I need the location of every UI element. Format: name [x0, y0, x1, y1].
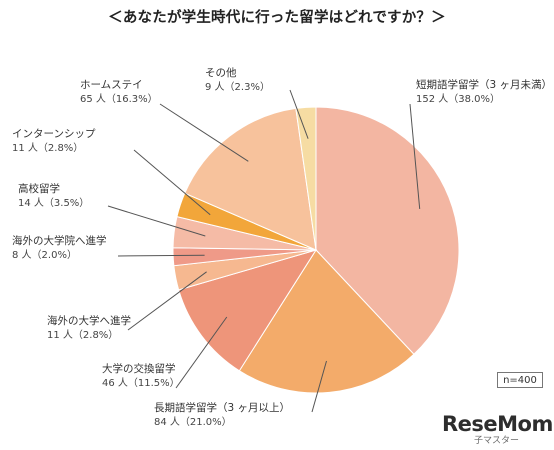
leader-lines — [107, 89, 421, 413]
slice-label-1: 長期語学留学（3 ヶ月以上） — [154, 401, 290, 414]
leader-line-3 — [127, 271, 207, 331]
leader-line-2 — [175, 316, 228, 389]
slice-value-6: 11 人（2.8%） — [12, 142, 83, 154]
slice-value-2: 46 人（11.5%） — [102, 377, 180, 389]
slice-value-7: 65 人（16.3%） — [80, 93, 158, 105]
pie-slice-1 — [238, 249, 415, 394]
slice-value-1: 84 人（21.0%） — [154, 416, 232, 428]
chart-title: ＜あなたが学生時代に行った留学はどれですか？＞ — [108, 10, 446, 26]
slice-label-0: 短期語学留学（3 ヶ月未満） — [416, 78, 552, 91]
slice-value-5: 14 人（3.5%） — [18, 197, 89, 209]
slice-value-0: 152 人（38.0%） — [416, 93, 500, 105]
slice-label-2: 大学の交換留学 — [102, 362, 176, 375]
leader-line-5 — [107, 205, 206, 237]
logo-subtext: 子マスター — [474, 436, 520, 446]
pie-slice-7 — [184, 107, 317, 251]
pie-slice-8 — [295, 106, 317, 251]
slice-labels: 短期語学留学（3 ヶ月未満） 152 人（38.0%） 長期語学留学（3 ヶ月以… — [12, 66, 552, 428]
leader-line-4 — [117, 254, 205, 257]
sample-size-note: n=400 — [497, 372, 543, 388]
slice-value-3: 11 人（2.8%） — [47, 329, 118, 341]
leader-line-0 — [409, 103, 421, 209]
slice-value-8: 9 人（2.3%） — [205, 81, 270, 93]
leader-line-8 — [289, 89, 309, 139]
slice-label-6: インターンシップ — [12, 128, 96, 140]
slice-label-8: その他 — [205, 66, 237, 79]
leader-line-1 — [311, 360, 327, 413]
slice-label-7: ホームステイ — [80, 79, 143, 91]
leader-line-7 — [159, 103, 249, 162]
leader-line-6 — [133, 149, 211, 216]
slice-label-5: 高校留学 — [18, 182, 60, 195]
slice-value-4: 8 人（2.0%） — [12, 249, 77, 261]
pie-slices — [172, 106, 460, 394]
slice-label-3: 海外の大学へ進学 — [47, 314, 131, 327]
slice-label-4: 海外の大学院へ進学 — [12, 234, 107, 247]
pie-slice-0 — [315, 106, 460, 355]
resemom-logo: ReseMom — [442, 412, 553, 436]
